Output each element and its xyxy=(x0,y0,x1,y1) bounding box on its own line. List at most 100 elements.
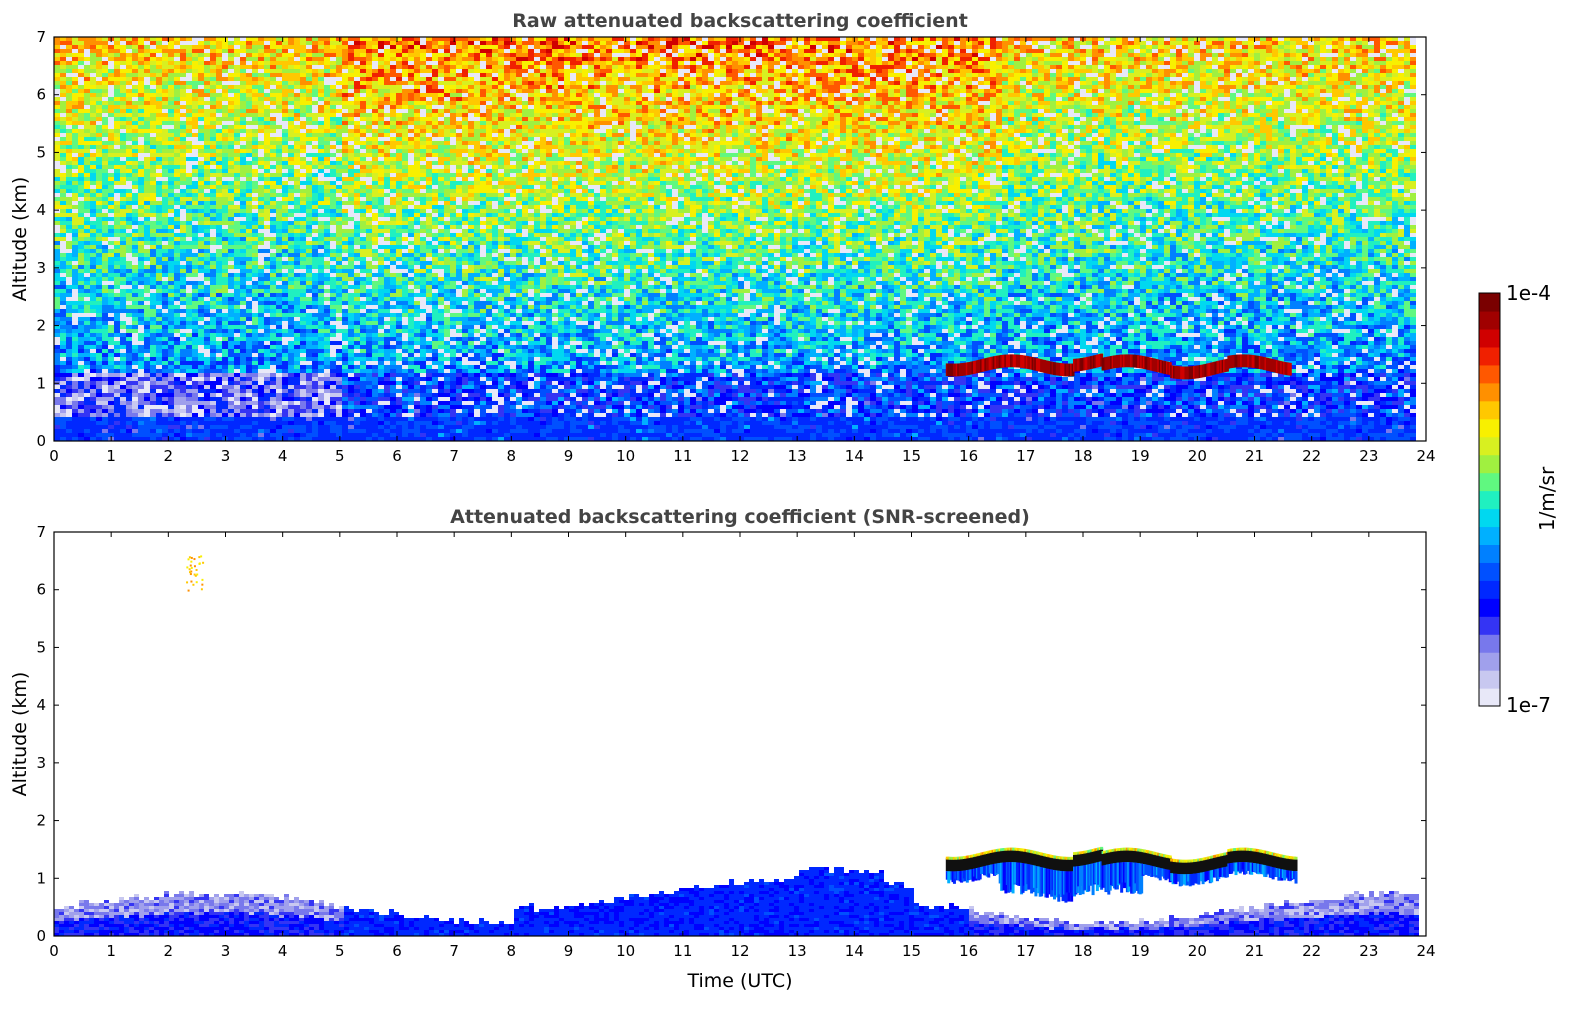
heatmap-cell xyxy=(1236,41,1242,45)
heatmap-cell xyxy=(1122,93,1128,97)
heatmap-cell xyxy=(234,53,240,57)
heatmap-cell xyxy=(546,105,552,109)
heatmap-cell xyxy=(1356,93,1362,97)
heatmap-cell xyxy=(648,85,654,89)
heatmap-cell xyxy=(1404,73,1410,77)
heatmap-cell xyxy=(924,45,930,49)
heatmap-cell xyxy=(132,49,138,53)
heatmap-cell xyxy=(1224,69,1230,73)
heatmap-cell xyxy=(1386,41,1392,45)
heatmap-cell xyxy=(180,61,186,65)
heatmap-cell xyxy=(1092,57,1098,61)
heatmap-cell xyxy=(1188,77,1194,81)
heatmap-cell xyxy=(906,65,912,69)
heatmap-cell xyxy=(600,109,606,113)
heatmap-cell xyxy=(222,45,228,49)
heatmap-cell xyxy=(930,89,936,93)
heatmap-cell xyxy=(1050,117,1056,121)
heatmap-cell xyxy=(564,101,570,105)
heatmap-cell xyxy=(570,65,576,69)
heatmap-cell xyxy=(504,69,510,73)
heatmap-cell xyxy=(888,109,894,113)
heatmap-cell xyxy=(360,121,366,125)
heatmap-cell xyxy=(156,61,162,65)
heatmap-cell xyxy=(1284,61,1290,65)
heatmap-cell xyxy=(1008,45,1014,49)
heatmap-cell xyxy=(600,57,606,61)
heatmap-cell xyxy=(366,101,372,105)
heatmap-cell xyxy=(1170,101,1176,105)
heatmap-cell xyxy=(702,57,708,61)
heatmap-cell xyxy=(744,69,750,73)
heatmap-cell xyxy=(1392,109,1398,113)
heatmap-cell xyxy=(576,53,582,57)
heatmap-cell xyxy=(984,61,990,65)
heatmap-cell xyxy=(1032,41,1038,45)
heatmap-cell xyxy=(900,109,906,113)
heatmap-cell xyxy=(1290,85,1296,89)
heatmap-cell xyxy=(1026,77,1032,81)
heatmap-cell xyxy=(864,45,870,49)
heatmap-cell xyxy=(252,121,258,125)
heatmap-cell xyxy=(756,61,762,65)
heatmap-cell xyxy=(1044,61,1050,65)
heatmap-cell xyxy=(876,45,882,49)
heatmap-cell xyxy=(180,53,186,57)
heatmap-cell xyxy=(810,81,816,85)
heatmap-cell xyxy=(888,77,894,81)
heatmap-cell xyxy=(432,45,438,49)
heatmap-cell xyxy=(594,53,600,57)
heatmap-cell xyxy=(870,73,876,77)
heatmap-cell xyxy=(1368,101,1374,105)
heatmap-cell xyxy=(1014,73,1020,77)
heatmap-cell xyxy=(444,81,450,85)
heatmap-cell xyxy=(1290,53,1296,57)
heatmap-cell xyxy=(84,53,90,57)
heatmap-cell xyxy=(540,65,546,69)
heatmap-cell xyxy=(768,85,774,89)
heatmap-cell xyxy=(972,69,978,73)
heatmap-cell xyxy=(864,97,870,101)
heatmap-cell xyxy=(1116,97,1122,101)
heatmap-cell xyxy=(468,77,474,81)
heatmap-cell xyxy=(372,49,378,53)
heatmap-cell xyxy=(1056,85,1062,89)
heatmap-cell xyxy=(1296,101,1302,105)
heatmap-cell xyxy=(138,97,144,101)
heatmap-cell xyxy=(822,109,828,113)
heatmap-cell xyxy=(54,81,60,85)
heatmap-cell xyxy=(1014,101,1020,105)
heatmap-cell xyxy=(702,89,708,93)
heatmap-cell xyxy=(924,57,930,61)
heatmap-cell xyxy=(1026,45,1032,49)
heatmap-cell xyxy=(1152,101,1158,105)
heatmap-cell xyxy=(474,85,480,89)
heatmap-cell xyxy=(576,81,582,85)
heatmap-cell xyxy=(336,109,342,113)
heatmap-cell xyxy=(684,41,690,45)
heatmap-cell xyxy=(408,81,414,85)
heatmap-cell xyxy=(666,49,672,53)
heatmap-cell xyxy=(1074,113,1080,117)
heatmap-cell xyxy=(1308,85,1314,89)
heatmap-cell xyxy=(342,97,348,101)
heatmap-cell xyxy=(228,117,234,121)
heatmap-cell xyxy=(1140,81,1146,85)
heatmap-cell xyxy=(744,121,750,125)
heatmap-cell xyxy=(228,89,234,93)
heatmap-cell xyxy=(384,97,390,101)
heatmap-cell xyxy=(642,113,648,117)
heatmap-cell xyxy=(480,101,486,105)
heatmap-cell xyxy=(1056,121,1062,125)
heatmap-cell xyxy=(1002,97,1008,101)
heatmap-cell xyxy=(672,53,678,57)
heatmap-cell xyxy=(150,85,156,89)
heatmap-cell xyxy=(480,65,486,69)
heatmap-cell xyxy=(990,85,996,89)
heatmap-cell xyxy=(804,89,810,93)
heatmap-cell xyxy=(1140,97,1146,101)
heatmap-cell xyxy=(1092,113,1098,117)
heatmap-cell xyxy=(360,49,366,53)
heatmap-cell xyxy=(300,77,306,81)
heatmap-cell xyxy=(1374,117,1380,121)
